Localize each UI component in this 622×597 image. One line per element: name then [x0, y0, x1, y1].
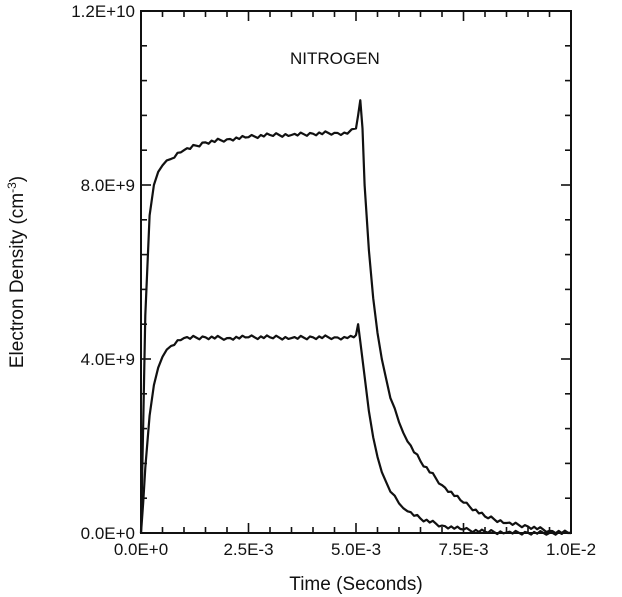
tick-labels: 0.0E+0 2.5E-3 5.0E-3 7.5E-3 1.0E-2 0.0E+0 4.0E…: [71, 2, 596, 559]
y-tick-label: 1.2E+10: [71, 2, 135, 21]
x-tick-label: 0.0E+0: [114, 540, 168, 559]
x-tick-label: 1.0E-2: [546, 540, 596, 559]
series-line-1: [139, 99, 572, 535]
series-line-2: [139, 323, 571, 536]
y-axis-title-close: ): [7, 176, 28, 182]
x-tick-label: 7.5E-3: [438, 540, 488, 559]
ticks: [140, 10, 572, 534]
y-tick-label: 0.0E+0: [81, 524, 135, 543]
x-tick-label: 2.5E-3: [223, 540, 273, 559]
y-axis-title-main: Electron Density (cm: [7, 193, 28, 368]
plot-frame: [140, 10, 572, 534]
y-axis-title-sup: -3: [5, 182, 19, 193]
y-tick-label: 8.0E+9: [81, 176, 135, 195]
x-tick-label: 5.0E-3: [331, 540, 381, 559]
series-group: [139, 99, 572, 536]
y-axis-title: Electron Density (cm-3): [5, 176, 28, 368]
x-axis-title: Time (Seconds): [289, 574, 422, 595]
y-tick-label: 4.0E+9: [81, 350, 135, 369]
chart-annotation: NITROGEN: [290, 49, 380, 68]
